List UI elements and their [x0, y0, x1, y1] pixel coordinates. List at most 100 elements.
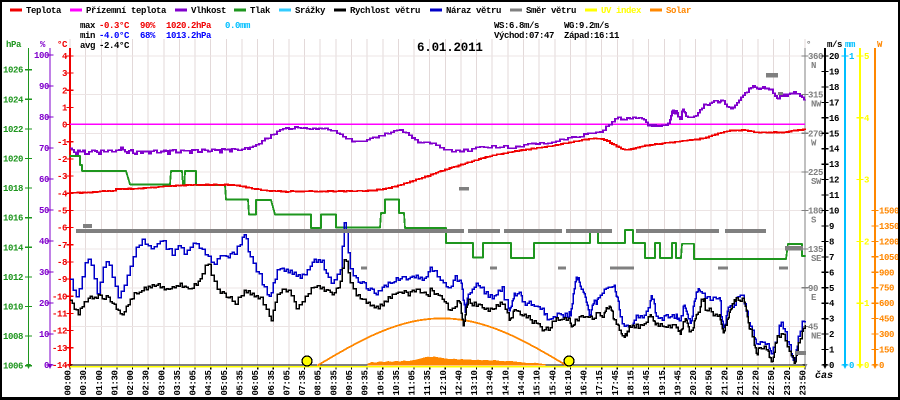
- svg-text:45: 45: [808, 322, 818, 332]
- svg-text:08:35: 08:35: [329, 370, 339, 395]
- svg-text:17:15: 17:15: [595, 370, 605, 395]
- svg-text:20:20: 20:20: [689, 370, 699, 395]
- svg-text:Solar: Solar: [666, 6, 691, 16]
- svg-text:-12: -12: [52, 327, 67, 337]
- svg-text:23:20: 23:20: [783, 370, 793, 395]
- svg-text:%: %: [40, 40, 46, 50]
- svg-text:17:45: 17:45: [611, 370, 621, 395]
- svg-text:9: 9: [829, 222, 834, 232]
- svg-text:6: 6: [829, 268, 834, 278]
- svg-text:1: 1: [864, 299, 870, 309]
- svg-text:0: 0: [829, 361, 834, 371]
- svg-text:4: 4: [829, 299, 835, 309]
- svg-text:12:40: 12:40: [455, 370, 465, 395]
- svg-text:avg: avg: [80, 41, 95, 51]
- svg-text:6.01.2011: 6.01.2011: [417, 41, 483, 55]
- svg-text:01:00: 01:00: [95, 370, 105, 395]
- svg-text:11:05: 11:05: [408, 370, 418, 395]
- svg-text:SW: SW: [811, 177, 822, 187]
- svg-text:360: 360: [808, 52, 823, 62]
- svg-text:-3: -3: [57, 172, 67, 182]
- svg-text:1200: 1200: [879, 237, 899, 247]
- svg-text:80: 80: [39, 113, 49, 123]
- svg-text:S: S: [811, 216, 817, 226]
- svg-text:100: 100: [34, 51, 49, 61]
- svg-text:135: 135: [808, 245, 823, 255]
- svg-text:8: 8: [829, 237, 834, 247]
- svg-text:-14: -14: [52, 361, 68, 371]
- svg-text:00:30: 00:30: [79, 370, 89, 395]
- svg-text:00:00: 00:00: [64, 370, 74, 395]
- svg-text:Přízemní teplota: Přízemní teplota: [86, 6, 167, 16]
- svg-text:09:05: 09:05: [345, 370, 355, 395]
- svg-text:-9: -9: [57, 275, 67, 285]
- svg-text:30: 30: [39, 268, 49, 278]
- svg-text:1022: 1022: [3, 125, 23, 135]
- svg-text:04:35: 04:35: [204, 370, 214, 395]
- svg-text:WG:9.2m/s: WG:9.2m/s: [564, 21, 609, 31]
- svg-text:Rychlost větru: Rychlost větru: [350, 6, 420, 16]
- svg-text:0: 0: [849, 361, 854, 371]
- svg-text:60: 60: [39, 175, 49, 185]
- svg-text:3: 3: [864, 176, 869, 186]
- svg-text:3: 3: [62, 69, 67, 79]
- svg-text:150: 150: [879, 346, 894, 356]
- svg-text:16:10: 16:10: [564, 370, 574, 395]
- svg-text:-10: -10: [52, 292, 67, 302]
- svg-text:1: 1: [62, 103, 68, 113]
- svg-text:1026: 1026: [3, 66, 23, 76]
- svg-text:08:05: 08:05: [314, 370, 324, 395]
- svg-text:1: 1: [849, 52, 855, 62]
- svg-text:13:10: 13:10: [470, 370, 480, 395]
- svg-text:1020.2hPa: 1020.2hPa: [166, 21, 212, 31]
- svg-text:05:05: 05:05: [220, 370, 230, 395]
- svg-text:Teplota: Teplota: [26, 6, 62, 16]
- svg-text:1350: 1350: [879, 222, 899, 232]
- svg-text:15:40: 15:40: [548, 370, 558, 395]
- svg-text:19:45: 19:45: [673, 370, 683, 395]
- svg-text:Tlak: Tlak: [250, 6, 271, 16]
- svg-text:W: W: [811, 138, 817, 148]
- svg-text:12: 12: [829, 176, 839, 186]
- svg-text:23:50: 23:50: [799, 370, 809, 395]
- svg-text:07:05: 07:05: [282, 370, 292, 395]
- svg-text:-11: -11: [52, 309, 68, 319]
- svg-text:1013.2hPa: 1013.2hPa: [166, 31, 212, 41]
- svg-text:13: 13: [829, 160, 839, 170]
- svg-text:11:35: 11:35: [423, 370, 433, 395]
- svg-text:m/s: m/s: [827, 40, 842, 50]
- svg-text:-4: -4: [57, 189, 68, 199]
- svg-text:0: 0: [44, 361, 49, 371]
- svg-text:90%: 90%: [140, 21, 156, 31]
- svg-text:14: 14: [829, 145, 840, 155]
- svg-text:16: 16: [829, 114, 839, 124]
- svg-text:0: 0: [879, 361, 884, 371]
- svg-text:0.0mm: 0.0mm: [225, 21, 251, 31]
- svg-text:68%: 68%: [140, 31, 156, 41]
- svg-text:Východ:07:47: Východ:07:47: [494, 31, 554, 41]
- svg-text:02:30: 02:30: [142, 370, 152, 395]
- svg-text:16:40: 16:40: [580, 370, 590, 395]
- svg-text:180: 180: [808, 207, 823, 217]
- svg-text:22:20: 22:20: [752, 370, 762, 395]
- svg-text:N: N: [811, 61, 816, 71]
- svg-text:max: max: [80, 21, 96, 31]
- svg-text:02:00: 02:00: [126, 370, 136, 395]
- svg-text:21:50: 21:50: [736, 370, 746, 395]
- svg-text:15:10: 15:10: [533, 370, 543, 395]
- svg-text:14:10: 14:10: [501, 370, 511, 395]
- svg-text:05:35: 05:35: [236, 370, 246, 395]
- svg-text:750: 750: [879, 284, 894, 294]
- svg-text:°: °: [806, 40, 811, 50]
- svg-text:-1: -1: [57, 138, 68, 148]
- svg-text:1018: 1018: [3, 184, 23, 194]
- svg-text:1500: 1500: [879, 206, 899, 216]
- svg-text:-4.0°C: -4.0°C: [99, 31, 130, 41]
- svg-text:900: 900: [879, 268, 894, 278]
- svg-text:11: 11: [829, 191, 840, 201]
- svg-text:270: 270: [808, 129, 823, 139]
- svg-text:hPa: hPa: [6, 40, 22, 50]
- svg-text:19:15: 19:15: [658, 370, 668, 395]
- svg-text:NE: NE: [811, 331, 822, 341]
- svg-text:4: 4: [62, 52, 68, 62]
